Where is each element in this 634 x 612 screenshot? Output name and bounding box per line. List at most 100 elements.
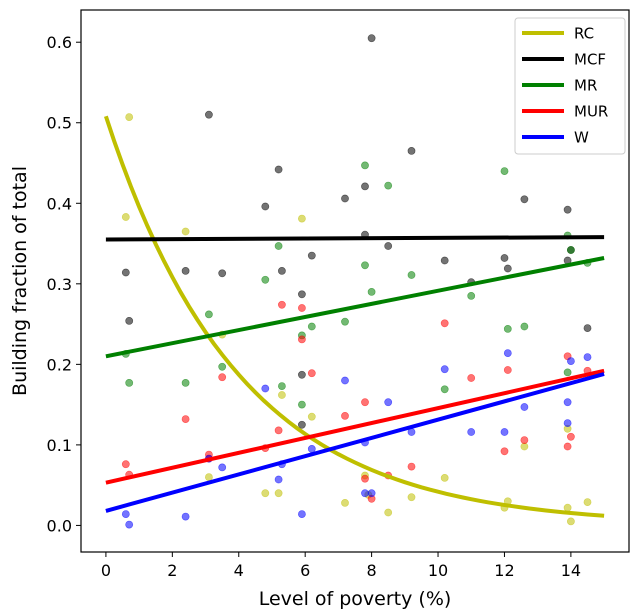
- fit-line-mur: [105, 368, 605, 485]
- data-point-w-0: [121, 510, 130, 518]
- data-point-mcf-2: [181, 266, 190, 275]
- data-point-mr-23: [567, 246, 575, 254]
- plot-frame: [80, 9, 630, 553]
- data-point-w-23: [567, 357, 575, 365]
- data-point-mur-25: [567, 432, 575, 441]
- data-point-w-20: [520, 403, 529, 411]
- data-point-mur-2: [181, 415, 190, 423]
- fit-line-w: [105, 372, 605, 513]
- data-point-mr-15: [384, 181, 393, 190]
- data-point-rc-13: [384, 508, 393, 517]
- data-point-mr-4: [218, 362, 227, 371]
- y-axis-title: Building fraction of total: [9, 166, 31, 396]
- data-point-mcf-5: [261, 202, 270, 211]
- data-point-mur-11: [307, 369, 316, 378]
- x-tick-label: 10: [428, 561, 448, 580]
- data-point-mur-9: [297, 335, 306, 344]
- data-point-w-17: [467, 428, 476, 436]
- data-point-rc-10: [341, 498, 349, 507]
- data-point-mur-21: [503, 366, 512, 374]
- x-axis-title: Level of poverty (%): [259, 588, 452, 610]
- data-point-mcf-0: [121, 268, 130, 277]
- data-point-rc-7: [261, 489, 270, 498]
- data-point-mur-8: [277, 300, 286, 309]
- x-tick-label: 12: [494, 561, 514, 580]
- data-point-w-9: [307, 444, 316, 453]
- data-point-mcf-19: [503, 264, 512, 273]
- data-point-w-8: [297, 510, 306, 518]
- axis-ticks: 0 2 4 6 8 10 12 14 0.0 0.1 0.2 0.3 0.4 0.5 0.6: [47, 33, 582, 580]
- y-tick-label: 0.5: [47, 114, 72, 133]
- data-point-w-4: [218, 463, 227, 472]
- data-point-mr-8: [297, 400, 306, 409]
- data-point-w-10: [341, 376, 349, 385]
- data-point-mcf-15: [407, 146, 416, 155]
- data-point-rc-20: [567, 517, 575, 526]
- data-point-rc-14: [407, 493, 416, 502]
- data-point-mr-13: [361, 261, 369, 270]
- data-point-mur-22: [520, 436, 529, 444]
- data-point-mr-21: [520, 322, 529, 331]
- data-point-mur-5: [218, 373, 227, 382]
- data-point-mcf-3: [204, 110, 213, 119]
- legend: RC MCF MR MUR W: [514, 17, 626, 155]
- data-point-mcf-18: [500, 254, 509, 262]
- data-point-mur-10: [297, 304, 306, 312]
- data-point-w-24: [583, 353, 592, 361]
- x-tick-label: 6: [300, 561, 310, 580]
- y-tick-label: 0.0: [47, 516, 72, 535]
- x-tick-label: 14: [561, 561, 581, 580]
- data-point-mcf-6: [274, 165, 283, 174]
- data-point-mcf-24: [583, 324, 592, 332]
- data-point-mur-18: [440, 319, 449, 328]
- data-point-w-19: [503, 349, 512, 357]
- data-point-rc-6: [307, 412, 316, 421]
- data-point-mcf-1: [125, 316, 134, 325]
- data-point-mur-7: [274, 426, 283, 435]
- data-point-w-13: [367, 489, 376, 498]
- data-point-mur-20: [500, 447, 509, 456]
- data-point-mur-23: [563, 442, 572, 451]
- data-point-mcf-14: [384, 242, 393, 250]
- data-point-w-14: [384, 398, 393, 407]
- data-point-rc-5: [297, 214, 306, 223]
- data-point-mr-1: [125, 378, 134, 387]
- legend-label-mr: MR: [574, 77, 597, 95]
- data-point-rc-15: [440, 473, 449, 482]
- data-point-mr-12: [361, 161, 369, 170]
- data-point-w-2: [181, 512, 190, 521]
- data-point-w-12: [361, 489, 369, 498]
- data-point-rc-8: [274, 489, 283, 498]
- data-point-mr-5: [261, 275, 270, 284]
- data-point-mcf-9: [307, 251, 316, 260]
- data-point-mcf-4: [218, 269, 227, 278]
- legend-frame: [514, 17, 626, 155]
- data-point-mur-14: [361, 474, 369, 483]
- data-point-mcf-16: [440, 256, 449, 265]
- x-tick-label: 4: [234, 561, 244, 580]
- fit-line-mr: [105, 256, 605, 359]
- data-point-mr-14: [367, 287, 376, 296]
- data-point-mr-6: [274, 242, 283, 250]
- y-tick-label: 0.2: [47, 355, 72, 374]
- data-point-w-6: [274, 475, 283, 484]
- data-point-w-5: [261, 384, 270, 393]
- data-point-mcf-13: [367, 34, 376, 43]
- data-point-mcf-7: [277, 266, 286, 275]
- data-point-w-22: [563, 419, 572, 427]
- data-point-mr-19: [500, 167, 509, 175]
- data-point-rc-21: [583, 498, 592, 506]
- data-point-rc-9: [204, 473, 213, 481]
- x-tick-label: 2: [167, 561, 177, 580]
- y-tick-label: 0.3: [47, 275, 72, 294]
- data-point-mr-11: [341, 317, 349, 326]
- data-point-w-18: [500, 428, 509, 436]
- legend-label-rc: RC: [574, 25, 594, 43]
- data-point-mur-19: [467, 374, 476, 382]
- data-point-mcf-8: [297, 290, 306, 299]
- data-point-mcf-20: [520, 195, 529, 204]
- data-point-mcf-25: [297, 370, 306, 379]
- legend-label-w: W: [574, 129, 589, 147]
- data-point-mr-7: [277, 382, 286, 390]
- data-point-w-1: [125, 520, 134, 529]
